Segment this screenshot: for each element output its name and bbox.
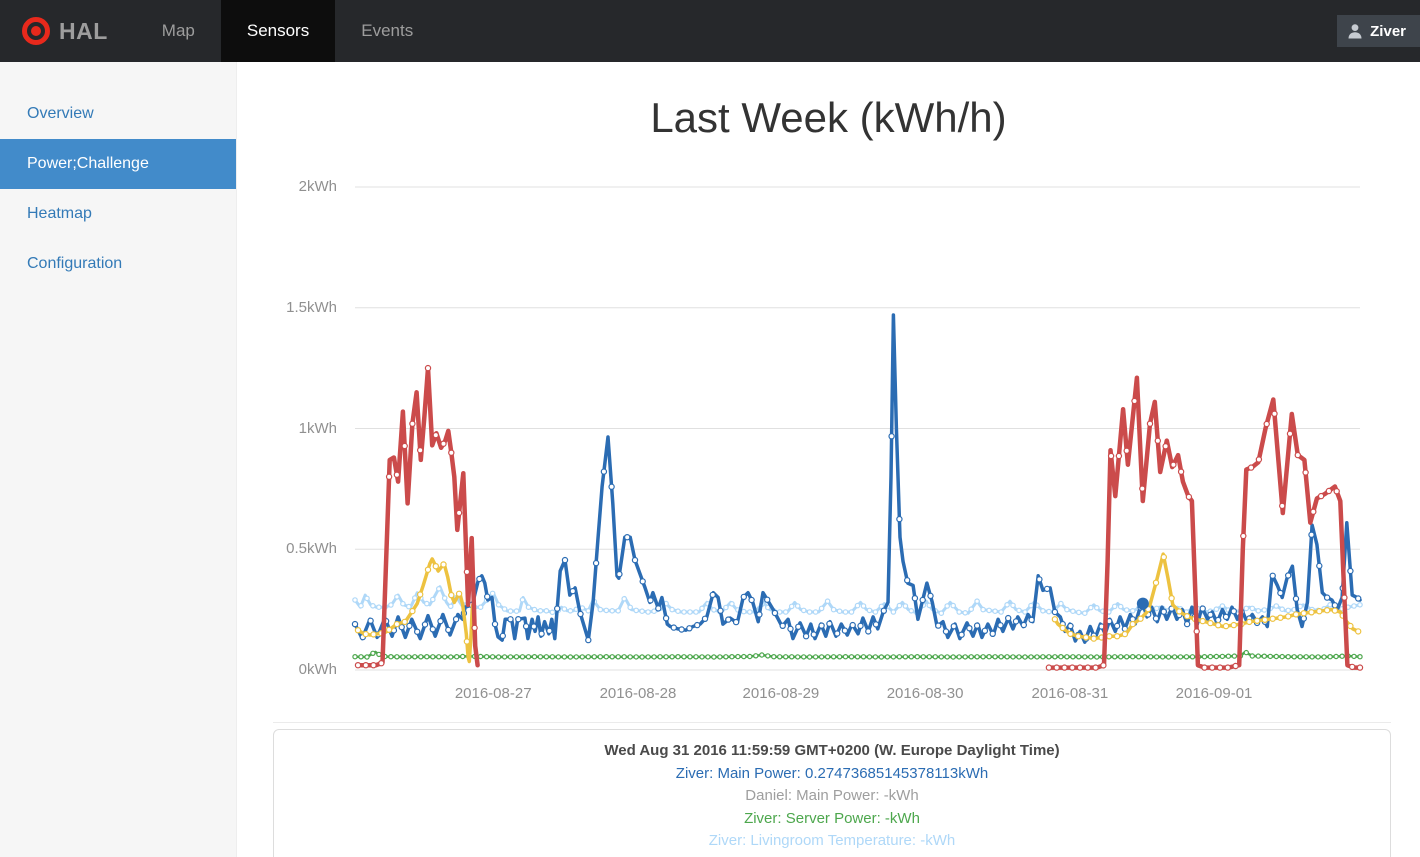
series-line-unlabeled-red-1 [1046, 375, 1363, 670]
legend-row-ziver-main-power: Ziver: Main Power: 0.27473685145378113kW… [675, 765, 989, 782]
sidebar: Overview Power;Challenge Heatmap Configurat… [0, 62, 237, 857]
chart-divider [273, 722, 1391, 723]
navbar-items: Map Sensors Events [136, 0, 439, 62]
x-axis-label-2016-09-01: 2016-09-01 [1175, 685, 1253, 702]
series-markers-unlabeled-yellow-1 [1051, 553, 1362, 642]
nav-item-events[interactable]: Events [361, 21, 414, 40]
x-axis-label-2016-08-31: 2016-08-31 [1031, 685, 1109, 702]
legend-row-ziver-livingroom-temperature: Ziver: Livingroom Temperature: -kWh [708, 832, 956, 850]
user-label: Ziver [1370, 22, 1406, 40]
y-axis-label-0kwh: 0kWh [298, 661, 337, 678]
legend-timestamp: Wed Aug 31 2016 11:59:59 GMT+0200 (W. Eu… [604, 742, 1060, 759]
y-axis-label-1-5kwh: 1.5kWh [286, 298, 337, 316]
series-line-unlabeled-yellow-0 [356, 557, 476, 664]
x-axis-label-2016-08-30: 2016-08-30 [886, 685, 964, 702]
sidebar-item-configuration[interactable]: Configuration [27, 255, 123, 272]
legend-row-ziver-server-power: Ziver: Server Power: -kWh [744, 809, 920, 827]
x-axis-label-2016-08-29: 2016-08-29 [742, 685, 820, 702]
hover-point-dot [1136, 597, 1149, 610]
series-markers-ziver-main-power-0 [351, 433, 1362, 644]
hal-bullseye-logo-icon [22, 17, 50, 45]
brand[interactable]: HAL [0, 0, 124, 62]
nav-item-sensors[interactable]: Sensors [220, 0, 336, 62]
page-title: Last Week (kWh/h) [650, 94, 1007, 141]
series-markers-ziver-server-power-0 [352, 649, 1363, 660]
y-axis-label-0-5kwh: 0.5kWh [286, 540, 337, 558]
brand-label: HAL [59, 17, 108, 44]
nav-item-map[interactable]: Map [161, 21, 195, 40]
series-line-ziver-server-power-0 [353, 650, 1362, 659]
sidebar-item-overview[interactable]: Overview [27, 105, 94, 122]
navbar: HAL Map Sensors Events Ziver [0, 0, 1420, 62]
user-menu[interactable]: Ziver [1337, 15, 1420, 47]
series-line-ziver-main-power-0 [353, 313, 1362, 644]
series-markers-unlabeled-yellow-0 [354, 561, 471, 645]
series-markers-ziver-livingroom-temperature-0 [352, 585, 1363, 617]
series-line-unlabeled-yellow-1 [1053, 552, 1360, 641]
x-axis-label-2016-08-28: 2016-08-28 [599, 685, 677, 702]
series-line-unlabeled-red-0 [355, 365, 480, 668]
x-axis-label-2016-08-27: 2016-08-27 [454, 685, 532, 702]
series-markers-unlabeled-red-1 [1045, 397, 1364, 671]
legend-rows: Ziver: Main Power: 0.27473685145378113kW… [274, 763, 1390, 853]
legend-panel: Wed Aug 31 2016 11:59:59 GMT+0200 (W. Eu… [273, 729, 1391, 857]
y-axis-label-2kwh: 2kWh [298, 178, 337, 195]
sidebar-item-heatmap[interactable]: Heatmap [27, 205, 92, 222]
series-line-ziver-livingroom-temperature-0 [353, 585, 1362, 615]
user-icon [1348, 24, 1362, 39]
series-markers-unlabeled-red-0 [354, 364, 478, 669]
sidebar-item-power-challenge[interactable]: Power;Challenge [0, 139, 236, 189]
y-axis-label-1kwh: 1kWh [298, 419, 337, 437]
legend-row-daniel-main-power: Daniel: Main Power: -kWh [745, 787, 919, 805]
